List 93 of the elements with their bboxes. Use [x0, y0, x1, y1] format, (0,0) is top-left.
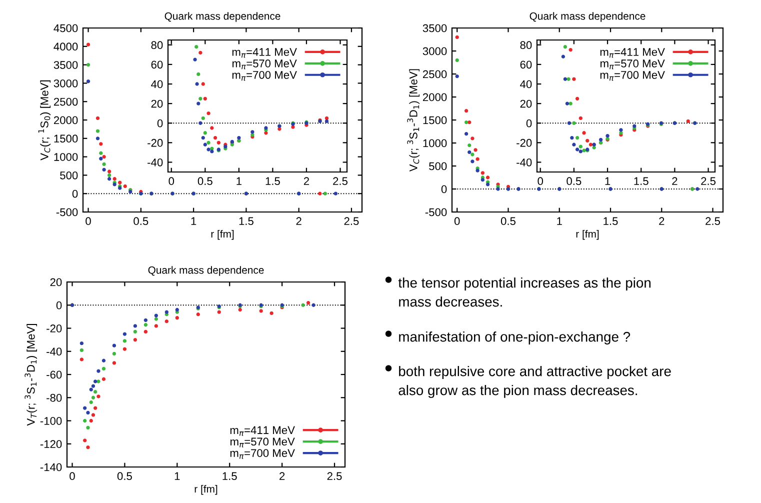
- y-tick-label: 80: [151, 41, 163, 50]
- x-tick-label: 1.5: [239, 217, 254, 226]
- x-tick-label: 1.5: [604, 217, 618, 226]
- x-tick-label: 2.5: [327, 472, 342, 480]
- y-tick-label: 2500: [422, 70, 447, 78]
- x-tick-label: 0.5: [500, 217, 516, 226]
- x-tick-label: 1: [605, 177, 610, 185]
- y-tick-label: 1000: [54, 153, 78, 161]
- y-tick-label: 0: [56, 301, 62, 310]
- y-tick-label: 3500: [54, 61, 78, 69]
- y-tick-label: 60: [520, 60, 532, 69]
- y-tick-label: 1000: [423, 139, 447, 148]
- y-tick-label: 0: [526, 119, 532, 128]
- chart-title: Quark mass dependence: [530, 12, 646, 22]
- legend-label: m$_{π}$=700 MeV: [230, 449, 295, 459]
- legend-label: m$_{π}$=411 MeV: [232, 48, 297, 58]
- x-tick-label: 1: [174, 472, 180, 480]
- y-tick-label: 60: [151, 60, 163, 69]
- y-tick-label: -20: [516, 138, 532, 147]
- y-tick-label: 0: [72, 190, 78, 198]
- x-tick-label: 2.5: [706, 217, 720, 226]
- x-tick-label: 2: [296, 217, 302, 225]
- x-axis-title: r [fm]: [194, 484, 218, 495]
- x-tick-label: 0.5: [134, 217, 148, 226]
- x-tick-label: 2.5: [701, 177, 716, 186]
- y-tick-label: 20: [520, 100, 532, 108]
- legend-label: m$_{π}$=570 MeV: [600, 60, 665, 70]
- x-tick-label: 0: [168, 177, 174, 186]
- chart-title: Quark mass dependence: [148, 266, 264, 276]
- y-tick-label: 4000: [54, 42, 78, 51]
- y-tick-label: 0: [157, 119, 163, 128]
- text: V$_{T}$(r; $^{3}$S$_{1}$-$^{3}$D$_{1}$) [MeV]: [24, 324, 38, 426]
- x-axis-title: r [fm]: [211, 230, 234, 240]
- text: manifestation of one-pion-exchange ?: [399, 332, 630, 344]
- x-tick-label: 2: [659, 217, 664, 225]
- x-tick-label: 1.5: [222, 472, 237, 480]
- x-tick-label: 1: [557, 217, 562, 225]
- y-tick-label: -120: [40, 440, 62, 448]
- y-tick-label: 80: [520, 41, 532, 50]
- y-tick-label: -500: [425, 208, 447, 216]
- x-tick-label: 0: [86, 217, 91, 226]
- legend-label: m$_{π}$=700 MeV: [600, 70, 665, 81]
- y-tick-label: -40: [148, 158, 163, 166]
- legend-label: m$_{π}$=570 MeV: [230, 438, 295, 448]
- y-tick-label: 20: [50, 278, 62, 286]
- y-tick-label: 1500: [423, 116, 447, 124]
- y-tick-label: 1500: [54, 134, 78, 143]
- y-tick-label: -500: [56, 208, 78, 216]
- text: V$_{C}$(r; $^{3}$S$_{1}$-$^{3}$D$_{1}$) [MeV]: [407, 69, 420, 172]
- y-tick-label: 0: [441, 185, 447, 194]
- legend-label: m$_{π}$=700 MeV: [232, 70, 297, 81]
- legend-label: m$_{π}$=411 MeV: [230, 426, 295, 436]
- chart-title: Quark mass dependence: [164, 12, 280, 22]
- y-tick-label: -40: [46, 348, 62, 356]
- y-tick-label: 20: [151, 100, 163, 108]
- legend-label: m$_{π}$=411 MeV: [600, 48, 665, 58]
- x-tick-label: 2: [304, 177, 310, 185]
- y-tick-label: 2000: [54, 116, 78, 124]
- y-tick-label: 3000: [54, 79, 78, 88]
- y-tick-label: 2500: [54, 98, 78, 106]
- y-tick-label: 40: [520, 80, 532, 88]
- y-tick-label: -100: [40, 417, 62, 425]
- y-tick-label: -80: [46, 394, 62, 402]
- y-tick-label: -20: [46, 324, 62, 332]
- x-tick-label: 1: [191, 217, 196, 225]
- x-tick-label: 1.5: [266, 177, 280, 186]
- legend-label: m$_{π}$=570 MeV: [232, 60, 297, 70]
- text: the tensor potential increases as the pion mass decreases.: [398, 278, 651, 307]
- y-tick-label: -140: [40, 463, 62, 472]
- x-tick-label: 0: [538, 177, 544, 186]
- x-tick-label: 0.5: [198, 177, 212, 186]
- x-tick-label: 2.5: [344, 217, 359, 226]
- text: both repulsive core and attractive pocket are also grow as the pion mass decreases.: [398, 366, 671, 398]
- x-tick-label: 2: [672, 177, 678, 185]
- x-tick-label: 1: [236, 177, 242, 185]
- y-tick-label: 3500: [422, 24, 447, 32]
- x-tick-label: 0.5: [566, 177, 582, 186]
- y-tick-label: 4500: [54, 24, 78, 32]
- x-tick-label: 0: [454, 217, 460, 226]
- y-tick-label: 2000: [422, 93, 447, 102]
- y-axis-title: V$_{C}$(r; $^{1}$S$_{0}$) [MeV]: [38, 80, 51, 160]
- x-tick-label: 0.5: [117, 472, 132, 480]
- x-axis-title: r [fm]: [576, 230, 599, 240]
- x-tick-label: 2: [280, 472, 285, 480]
- y-tick-label: -60: [46, 370, 62, 379]
- x-tick-label: 2.5: [333, 177, 348, 186]
- y-tick-label: 3000: [422, 47, 447, 56]
- x-tick-label: 1.5: [634, 177, 648, 186]
- y-tick-label: 40: [151, 80, 163, 88]
- y-tick-label: 500: [60, 171, 78, 180]
- y-tick-label: 500: [429, 162, 447, 170]
- y-tick-label: -20: [148, 138, 163, 147]
- y-tick-label: -40: [516, 158, 532, 166]
